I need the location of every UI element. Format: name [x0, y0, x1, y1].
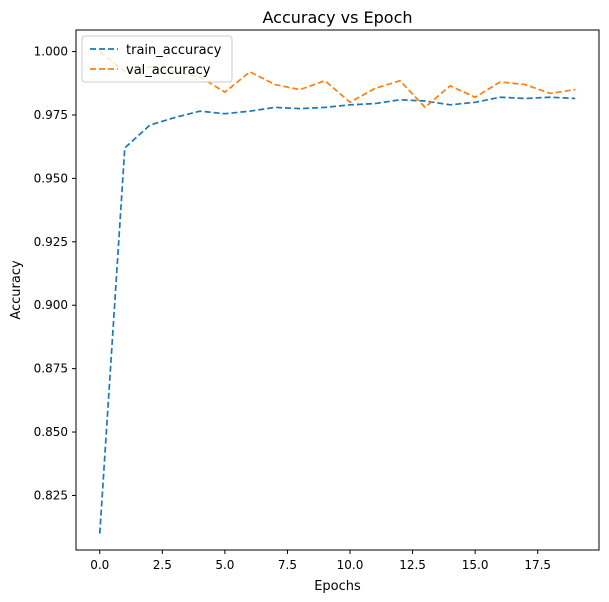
series-line-val-accuracy [99, 50, 576, 109]
series-line-train-accuracy [98, 96, 576, 534]
y-tick-label: 0.825 [34, 488, 68, 502]
x-tick-label: 12.5 [399, 558, 426, 572]
x-tick-label: 10.0 [337, 558, 364, 572]
plot-frame [75, 29, 600, 551]
x-tick-label: 15.0 [462, 558, 489, 572]
plot-area: 0.0 2.5 5.0 7.5 10.0 12.5 15.0 17.5 0.8250.8500… [34, 29, 600, 572]
legend-label-val-accuracy: val_accuracy [126, 63, 211, 78]
chart-title: Accuracy vs Epoch [262, 8, 412, 27]
y-tick-label: 0.975 [34, 108, 68, 122]
legend: train_accuracy val_accuracy [81, 35, 233, 83]
x-tick-label: 7.5 [278, 558, 297, 572]
legend-label-train-accuracy: train_accuracy [126, 43, 222, 58]
y-axis-title: Accuracy [9, 260, 24, 320]
y-tick-label: 1.000 [34, 45, 68, 59]
y-axis-ticks: 0.825 0.850 0.875 0.900 0.925 0.950 0.975 1.000 [34, 45, 76, 502]
x-tick-label: 5.0 [215, 558, 234, 572]
x-tick-label: 0.0 [90, 558, 109, 572]
x-tick-label: 2.5 [153, 558, 172, 572]
y-tick-label: 0.900 [34, 298, 68, 312]
x-axis-ticks: 0.0 2.5 5.0 7.5 10.0 12.5 15.0 17.5 [90, 550, 551, 572]
y-tick-label: 0.875 [34, 362, 68, 376]
y-tick-label: 0.950 [34, 171, 68, 185]
legend-box [81, 35, 233, 83]
series-layer [98, 50, 576, 534]
y-tick-label: 0.850 [34, 425, 68, 439]
y-tick-label: 0.925 [34, 235, 68, 249]
x-tick-label: 17.5 [524, 558, 551, 572]
x-axis-title: Epochs [314, 579, 361, 594]
